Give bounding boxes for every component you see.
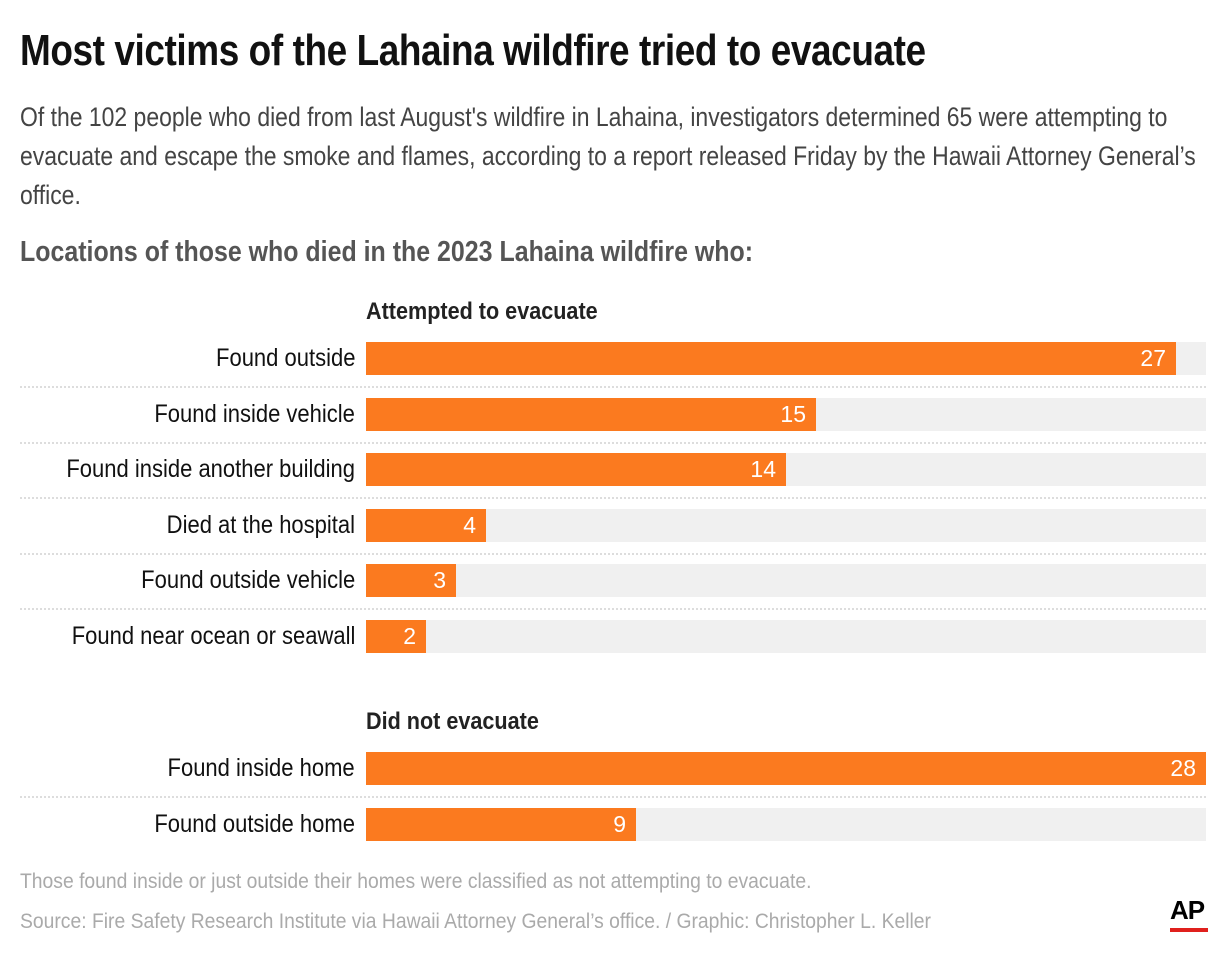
chart-heading: Locations of those who died in the 2023 … — [20, 236, 754, 268]
group-title: Did not evacuate — [366, 708, 539, 735]
ap-logo: AP — [1170, 895, 1208, 932]
category-label: Found near ocean or seawall — [71, 621, 355, 650]
bar: 15 — [366, 397, 816, 431]
data-label: 9 — [613, 810, 626, 837]
row-divider — [20, 386, 1206, 388]
bar: 9 — [366, 807, 636, 841]
row-divider — [20, 497, 1206, 499]
data-label: 28 — [1170, 755, 1196, 781]
data-label: 3 — [433, 567, 446, 593]
row-divider — [20, 608, 1206, 610]
bar-track: 4 — [366, 508, 1206, 542]
row-divider — [20, 552, 1206, 555]
category-label: Found outside — [215, 344, 355, 372]
bar-track: 2 — [366, 619, 1206, 653]
source-credit: Source: Fire Safety Research Institute v… — [20, 910, 931, 933]
bar: 2 — [366, 619, 426, 653]
group-title: Attempted to evacuate — [366, 298, 598, 325]
category-label: Found inside another building — [66, 455, 355, 483]
bar: 4 — [366, 508, 486, 542]
bar-track: 9 — [366, 807, 1206, 841]
category-label: Found inside home — [167, 754, 355, 782]
bar-track: 28 — [366, 752, 1206, 785]
category-label: Found inside vehicle — [154, 399, 355, 428]
row-divider — [20, 796, 1206, 798]
chart-title: Most victims of the Lahaina wildfire tri… — [20, 26, 926, 75]
category-label: Found outside home — [154, 809, 355, 838]
ap-logo-underline — [1170, 928, 1208, 932]
category-label: Died at the hospital — [166, 510, 355, 539]
ap-logo-text: AP — [1170, 895, 1205, 925]
bar-track: 14 — [366, 453, 1206, 486]
category-label: Found outside vehicle — [140, 566, 355, 594]
data-label: 27 — [1140, 345, 1166, 371]
bar: 27 — [366, 342, 1176, 375]
bar: 3 — [366, 564, 456, 597]
chart-subtitle: Of the 102 people who died from last Aug… — [20, 102, 1196, 210]
bar-track: 15 — [366, 397, 1206, 431]
data-label: 14 — [750, 456, 776, 482]
footnote: Those found inside or just outside their… — [20, 870, 812, 893]
data-label: 2 — [403, 622, 416, 649]
row-divider — [20, 441, 1206, 444]
bar-track: 27 — [366, 342, 1206, 375]
data-label: 15 — [780, 400, 806, 427]
bar: 14 — [366, 453, 786, 486]
data-label: 4 — [463, 511, 476, 538]
bar-track: 3 — [366, 564, 1206, 597]
bar: 28 — [366, 752, 1206, 785]
